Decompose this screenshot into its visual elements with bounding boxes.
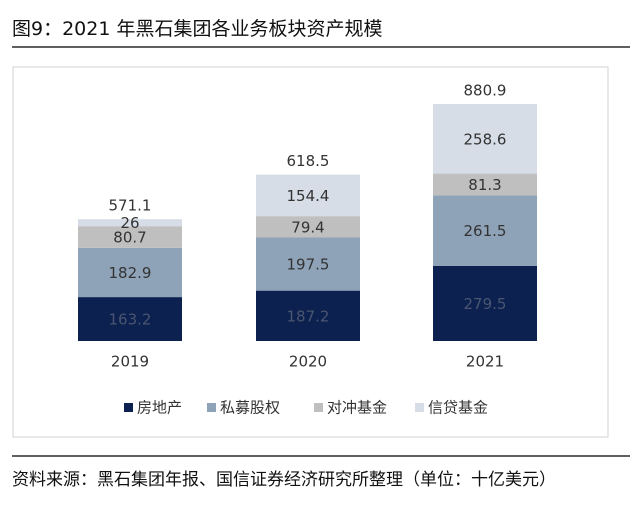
data-label: 258.6 <box>464 130 507 148</box>
legend-swatch <box>207 403 216 412</box>
total-label: 571.1 <box>109 197 152 215</box>
data-label: 79.4 <box>291 218 324 236</box>
x-tick-label: 2021 <box>466 353 504 371</box>
data-label: 279.5 <box>464 295 507 313</box>
data-label: 154.4 <box>287 187 330 205</box>
figure-title: 图9：2021 年黑石集团各业务板块资产规模 <box>12 18 383 40</box>
bar-segment <box>433 173 537 196</box>
data-label: 261.5 <box>464 222 507 240</box>
bar-segment <box>78 247 182 298</box>
x-tick-label: 2019 <box>111 353 149 371</box>
chart-frame <box>12 66 609 438</box>
legend-label: 对冲基金 <box>327 399 387 417</box>
legend-label: 房地产 <box>137 399 182 417</box>
legend-swatch <box>124 403 133 412</box>
total-label: 880.9 <box>464 82 507 100</box>
data-label: 81.3 <box>468 176 501 194</box>
legend-swatch <box>314 403 323 412</box>
source-note: 资料来源：黑石集团年报、国信证券经济研究所整理（单位：十亿美元） <box>12 470 556 490</box>
data-label: 197.5 <box>287 256 330 274</box>
bar-segment <box>433 265 537 341</box>
bar-segment <box>256 290 360 341</box>
legend-label: 信贷基金 <box>428 399 488 417</box>
legend-swatch <box>415 403 424 412</box>
data-label: 163.2 <box>109 311 152 329</box>
bar-segment <box>433 104 537 174</box>
bar-segment <box>256 216 360 238</box>
bar-segment <box>256 174 360 217</box>
bar-segment <box>433 195 537 266</box>
data-label: 80.7 <box>113 229 146 247</box>
data-label: 187.2 <box>287 307 330 325</box>
x-tick-label: 2020 <box>289 353 327 371</box>
legend-label: 私募股权 <box>220 399 280 417</box>
data-label: 26 <box>120 214 139 232</box>
bar-segment <box>78 219 182 227</box>
bar-segment <box>78 226 182 248</box>
bar-segment <box>256 237 360 291</box>
data-label: 182.9 <box>109 264 152 282</box>
total-label: 618.5 <box>287 152 330 170</box>
bar-segment <box>78 297 182 341</box>
